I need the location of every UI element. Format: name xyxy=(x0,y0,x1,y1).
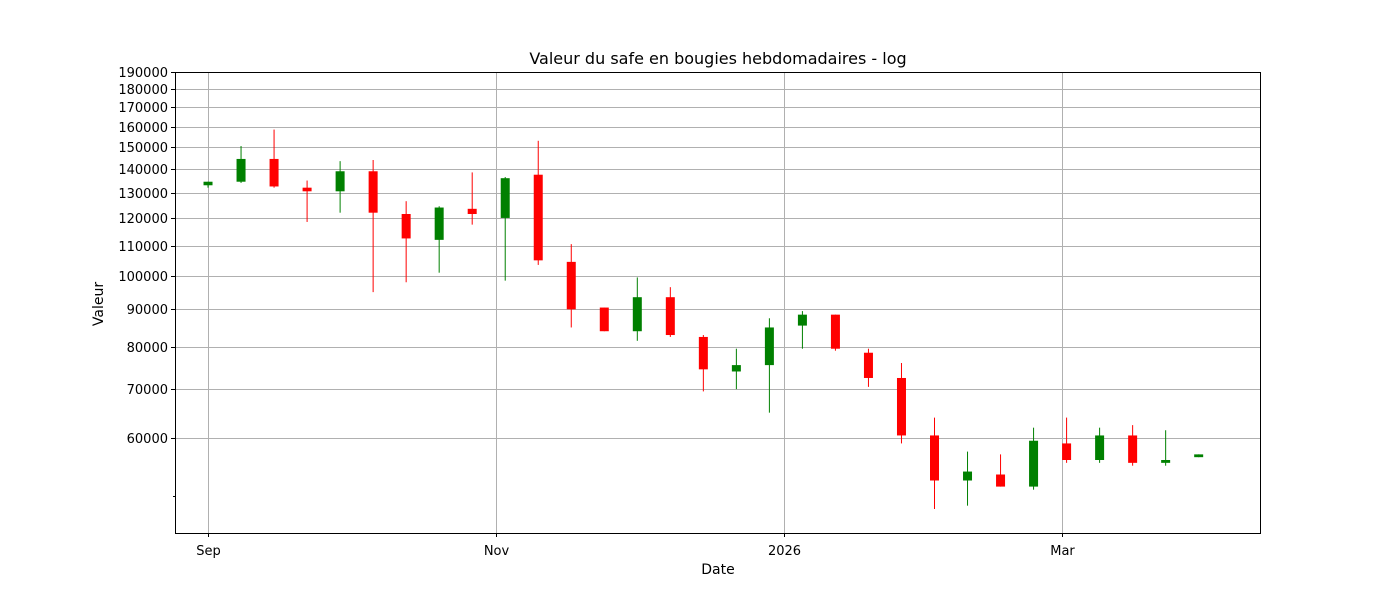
y-tick-label: 80000 xyxy=(127,341,168,356)
candle-up xyxy=(797,311,807,349)
candle-body xyxy=(731,365,741,372)
candle-body xyxy=(632,297,642,332)
y-tick-label: 140000 xyxy=(118,163,168,178)
x-axis-label: Date xyxy=(701,562,734,578)
candle-body xyxy=(1029,440,1039,487)
candle-body xyxy=(698,336,708,370)
y-tick-label: 70000 xyxy=(127,383,168,398)
candle-body xyxy=(1095,435,1105,460)
y-tick-label: 160000 xyxy=(118,121,168,136)
candle-down xyxy=(1128,425,1138,466)
candle-down xyxy=(1062,417,1072,463)
candle-body xyxy=(203,181,213,186)
candle-up xyxy=(500,177,510,281)
candle-body xyxy=(500,178,510,218)
x-tick-label: 2026 xyxy=(768,544,801,559)
axis-ticks: Sep Nov 2026 Mar 60000 70000 80000 90000 100000 1… xyxy=(118,66,1075,559)
candle-body xyxy=(863,352,873,378)
candle-body xyxy=(467,208,477,214)
y-tick-label: 90000 xyxy=(127,303,168,318)
x-tick-label: Sep xyxy=(196,544,221,559)
candles xyxy=(203,129,1204,509)
candle-body xyxy=(599,307,609,332)
y-tick-label: 120000 xyxy=(118,212,168,227)
candle-down xyxy=(665,287,675,337)
candle-up xyxy=(236,146,246,183)
candle-body xyxy=(963,471,973,481)
candle-body xyxy=(566,261,576,310)
candle-body xyxy=(368,171,378,213)
candle-body xyxy=(665,297,675,336)
candle-down xyxy=(269,129,279,188)
candle-down xyxy=(599,307,609,332)
y-tick-label: 180000 xyxy=(118,83,168,98)
candle-body xyxy=(434,207,444,240)
chart-title: Valeur du safe en bougies hebdomadaires … xyxy=(529,49,906,68)
candle-down xyxy=(302,180,312,222)
candle-up xyxy=(632,277,642,341)
candle-down xyxy=(896,363,906,444)
y-axis-label: Valeur xyxy=(91,282,107,326)
y-tick-label: 130000 xyxy=(118,187,168,202)
candle-up xyxy=(1194,454,1204,458)
candle-up xyxy=(963,451,973,506)
candle-down xyxy=(863,348,873,387)
candle-down xyxy=(930,417,939,509)
x-tick-label: Nov xyxy=(484,544,510,559)
candle-down xyxy=(368,160,378,293)
candle-body xyxy=(1128,435,1138,463)
candle-body xyxy=(830,314,840,349)
candle-down xyxy=(830,314,840,351)
candle-body xyxy=(797,314,807,326)
candle-body xyxy=(533,174,543,261)
y-tick-label: 150000 xyxy=(118,141,168,156)
x-tick-label: Mar xyxy=(1050,544,1075,559)
y-tick-label: 190000 xyxy=(118,66,168,81)
y-tick-label: 60000 xyxy=(127,432,168,447)
plot-frame xyxy=(175,72,1261,534)
candle-body xyxy=(1161,459,1171,463)
candle-down xyxy=(698,335,708,392)
candle-up xyxy=(1095,427,1105,463)
candle-body xyxy=(302,187,312,192)
y-tick-label: 100000 xyxy=(118,270,168,285)
candle-up xyxy=(203,181,213,188)
candle-body xyxy=(1194,454,1204,458)
y-tick-label: 110000 xyxy=(118,240,168,255)
candle-up xyxy=(1161,430,1171,466)
candle-down xyxy=(533,140,543,265)
candle-body xyxy=(930,435,939,481)
candle-body xyxy=(996,474,1006,487)
candle-up xyxy=(434,206,444,273)
candle-body xyxy=(335,171,345,192)
y-tick-label: 170000 xyxy=(118,101,168,116)
candle-down xyxy=(996,454,1006,487)
candle-body xyxy=(401,213,411,239)
candle-down xyxy=(566,244,576,328)
candle-body xyxy=(896,377,906,436)
candle-up xyxy=(1029,427,1039,490)
candle-body xyxy=(764,327,774,366)
candle-up xyxy=(764,318,774,413)
candle-down xyxy=(401,201,411,283)
candle-up xyxy=(731,348,741,390)
candle-up xyxy=(335,161,345,213)
candle-down xyxy=(467,172,477,225)
candle-body xyxy=(236,158,246,182)
candle-body xyxy=(269,158,279,187)
candle-body xyxy=(1062,443,1072,460)
grid-lines xyxy=(175,72,1260,533)
